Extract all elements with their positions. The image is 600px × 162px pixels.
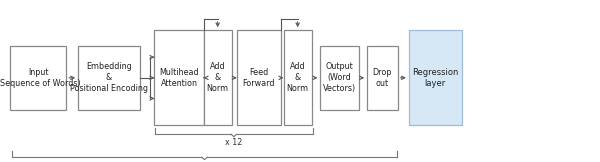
Text: Regression
layer: Regression layer [412, 68, 458, 88]
Text: Output
(Word
Vectors): Output (Word Vectors) [323, 62, 356, 93]
FancyBboxPatch shape [237, 30, 281, 125]
FancyBboxPatch shape [367, 46, 398, 110]
FancyBboxPatch shape [78, 46, 140, 110]
FancyBboxPatch shape [10, 46, 66, 110]
Text: Feed
Forward: Feed Forward [242, 68, 275, 88]
Text: Add
&
Norm: Add & Norm [206, 62, 229, 93]
Text: Embedding
&
Positional Encoding: Embedding & Positional Encoding [70, 62, 148, 93]
Text: x 12: x 12 [225, 138, 242, 147]
Text: Multihead
Attention: Multihead Attention [160, 68, 199, 88]
FancyBboxPatch shape [409, 30, 462, 125]
FancyBboxPatch shape [284, 30, 312, 125]
FancyBboxPatch shape [154, 30, 205, 125]
Text: Add
&
Norm: Add & Norm [287, 62, 309, 93]
FancyBboxPatch shape [203, 30, 232, 125]
Text: Input
(Sequence of Words): Input (Sequence of Words) [0, 68, 80, 88]
FancyBboxPatch shape [320, 46, 359, 110]
Text: Drop
out: Drop out [373, 68, 392, 88]
